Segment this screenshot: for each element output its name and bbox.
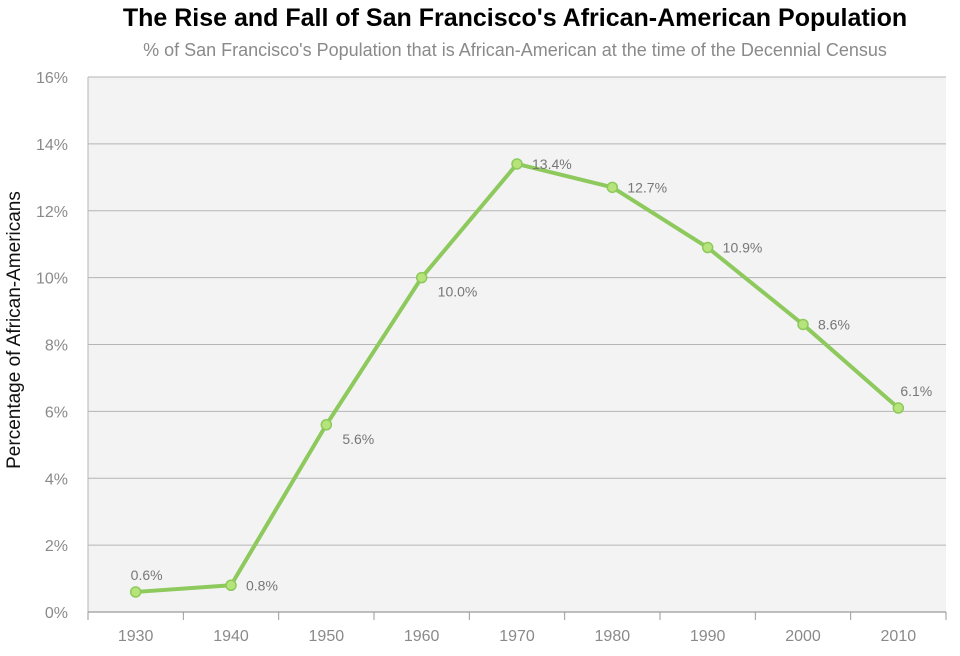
chart-title: The Rise and Fall of San Francisco's Afr… <box>122 4 908 32</box>
y-tick-label: 12% <box>36 204 68 221</box>
data-point <box>797 318 809 331</box>
data-label: 0.6% <box>131 567 163 583</box>
data-label: 10.9% <box>723 240 763 256</box>
data-label: 8.6% <box>818 316 850 332</box>
data-labels: 0.6% 0.8% 5.6% 10.0% 13.4% 12.7% 10.9% 8.6% 6.1% <box>131 156 933 593</box>
x-tick-label: 2000 <box>785 628 821 645</box>
data-label: 10.0% <box>438 284 478 300</box>
x-tick-label: 1940 <box>213 628 249 645</box>
data-point <box>415 271 428 284</box>
data-point <box>225 579 237 591</box>
data-point <box>320 419 333 431</box>
y-tick-label: 10% <box>36 271 68 288</box>
data-point <box>606 181 619 194</box>
y-axis-ticks: 0% 2% 4% 6% 8% 10% 12% 14% 16% <box>36 70 68 622</box>
y-tick-label: 0% <box>45 605 68 622</box>
data-label: 0.8% <box>246 577 278 593</box>
y-tick-label: 4% <box>45 471 68 488</box>
x-tick-label: 1930 <box>118 628 154 645</box>
y-tick-label: 16% <box>36 70 68 87</box>
y-tick-label: 14% <box>36 137 68 154</box>
x-tick-label: 1950 <box>309 628 345 645</box>
y-tick-label: 6% <box>45 404 68 421</box>
data-label: 13.4% <box>532 156 572 172</box>
data-points <box>129 158 905 598</box>
data-label: 5.6% <box>342 431 374 447</box>
data-point <box>701 241 714 254</box>
x-tick-label: 2010 <box>881 628 917 645</box>
y-tick-label: 8% <box>45 338 68 355</box>
data-point <box>511 158 523 170</box>
data-point <box>892 402 905 414</box>
data-point <box>129 586 142 598</box>
x-tick-label: 1960 <box>404 628 440 645</box>
chart-subtitle: % of San Francisco's Population that is … <box>143 40 887 60</box>
y-tick-label: 2% <box>45 538 68 555</box>
x-axis-ticks: 1930 1940 1950 1960 1970 1980 1990 2000 2010 <box>87 612 947 645</box>
x-tick-label: 1970 <box>499 628 535 645</box>
x-tick-label: 1990 <box>690 628 726 645</box>
data-label: 12.7% <box>627 179 667 195</box>
data-label: 6.1% <box>900 383 932 399</box>
gridlines <box>87 76 946 613</box>
x-tick-label: 1980 <box>595 628 631 645</box>
